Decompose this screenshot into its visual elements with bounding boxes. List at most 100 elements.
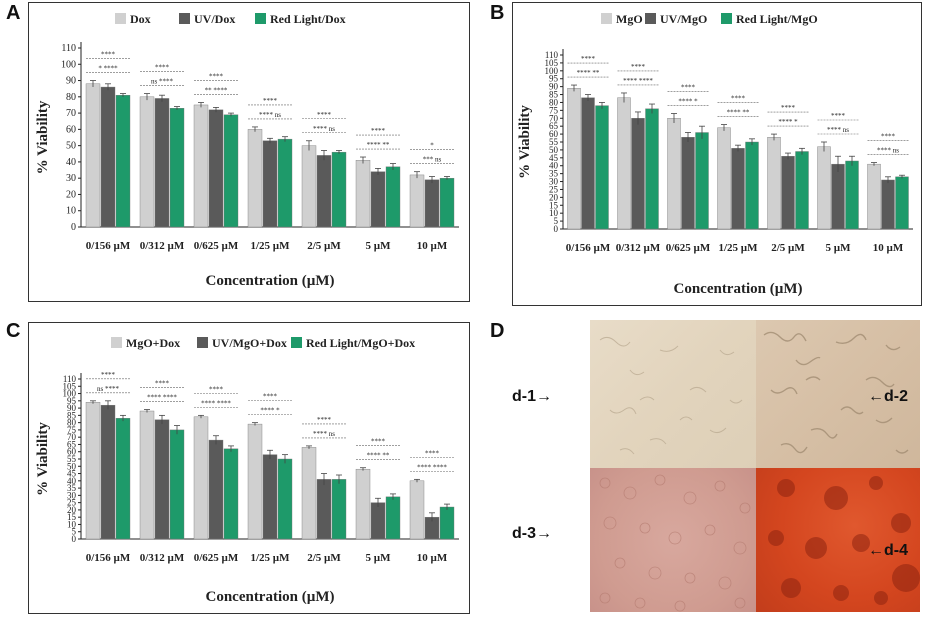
y-tick-label: 35 [67, 483, 77, 493]
y-tick-label: 70 [549, 113, 559, 123]
y-tick-label: 15 [549, 200, 559, 210]
panel-letter-b: B [490, 2, 505, 24]
bar-dox [409, 174, 425, 228]
sig-mark-text: **** [263, 393, 278, 401]
cell-texture-d1 [599, 336, 743, 455]
bar-red-light-dox [439, 177, 455, 228]
x-axis-title: Concentration (µM) [205, 589, 334, 605]
bar-mgo-dox [301, 447, 317, 540]
sig-mark-text: * [430, 142, 434, 150]
sig-mark-text: **** [155, 64, 170, 72]
bar-dox [355, 160, 371, 228]
bar-red-light-dox [277, 138, 293, 228]
sig-mark-text: **** [831, 112, 846, 120]
arrow-right-icon: → [536, 388, 552, 405]
chart-panel-a: Dox UV/Dox Red Light/Dox 0 10 20 30 40 50 60 70 80 9… [28, 2, 470, 302]
bar-red-light-mgo-dox [115, 418, 131, 540]
y-tick-label: 95 [549, 74, 559, 84]
y-tick-label: 5 [72, 527, 77, 537]
sig-mark-text: **** ** [367, 141, 390, 149]
micrograph-d2 [756, 320, 920, 468]
y-tick-label: 50 [66, 141, 76, 152]
x-tick-label: 0/156 µM [86, 552, 131, 564]
micrograph-d1 [590, 320, 756, 468]
bar-uv-dox [154, 98, 170, 228]
chart-a: Dox UV/Dox Red Light/Dox 0 10 20 30 40 50 60 70 80 9… [35, 12, 459, 289]
panel-letter-d: D [490, 320, 505, 342]
sig-mark-text: **** [101, 51, 116, 59]
x-tick-label: 5 µM [366, 552, 392, 564]
sig-mark-text: **** ns [313, 125, 335, 133]
bar-uv-dox [424, 179, 440, 228]
y-tick-label: 100 [61, 59, 76, 70]
sig-mark-text: * **** [98, 65, 118, 73]
bar-dox [193, 104, 209, 228]
legend-label-2: Red Light/Dox [270, 12, 346, 26]
bar-mgo-dox [193, 416, 209, 540]
y-tick-label: 35 [549, 169, 559, 179]
bar-red-light-mgo [595, 105, 609, 230]
bar-uv-mgo [581, 97, 595, 230]
x-tick-label: 1/25 µM [250, 240, 290, 252]
bar-uv-mgo-dox [208, 439, 224, 540]
bar-dox [301, 145, 317, 228]
y-axis-title: % Viability [517, 105, 533, 179]
bar-uv-mgo [881, 179, 895, 230]
y-tick-label: 80 [549, 97, 559, 107]
sig-mark-text: **** **** [623, 77, 653, 85]
legend-swatch-2 [255, 13, 266, 24]
bar-mgo-dox [409, 480, 425, 540]
x-tick-label: 10 µM [417, 240, 448, 252]
x-tick-label: 2/5 µM [771, 242, 805, 254]
sig-mark-text: **** ** [367, 452, 390, 460]
y-tick-label: 0 [72, 534, 77, 544]
sig-mark-text: **** [155, 380, 170, 388]
bar-red-light-dox [169, 108, 185, 228]
x-tick-label: 0/156 µM [566, 242, 611, 254]
sig-mark-text: **** [581, 55, 596, 63]
bar-red-light-mgo-dox [223, 448, 239, 540]
y-tick-label: 20 [66, 189, 76, 200]
bar-red-light-mgo [695, 132, 709, 230]
bar-red-light-mgo [645, 108, 659, 230]
bar-uv-mgo-dox [316, 479, 332, 540]
stain-texture-d4 [768, 476, 920, 605]
y-tick-label: 50 [67, 461, 77, 471]
bar-red-light-dox [223, 114, 239, 228]
y-tick-label: 80 [66, 92, 76, 103]
bar-uv-mgo [681, 137, 695, 230]
chart-panel-c: MgO+Dox UV/MgO+Dox Red Light/MgO+Dox 0 5 10 15… [28, 322, 470, 614]
y-tick-label: 55 [549, 137, 559, 147]
bar-uv-mgo [731, 148, 745, 230]
sig-mark-text: ns **** [97, 385, 119, 393]
y-tick-label: 45 [67, 469, 77, 479]
y-tick-label: 10 [549, 208, 559, 218]
legend-label-1: UV/MgO [660, 12, 707, 26]
y-tick-label: 105 [63, 381, 77, 391]
bar-mgo-dox [139, 410, 155, 540]
y-tick-label: 5 [554, 216, 559, 226]
sig-mark-text: **** [209, 73, 224, 81]
x-tick-label: 0/312 µM [616, 242, 661, 254]
bar-red-light-mgo-dox [439, 506, 455, 540]
y-tick-label: 30 [549, 177, 559, 187]
label-d4-text: d-4 [884, 542, 908, 559]
y-tick-label: 0 [554, 224, 559, 234]
x-axis-title: Concentration (µM) [673, 281, 802, 297]
legend-label-1: UV/Dox [194, 12, 235, 26]
label-d1-text: d-1 [512, 388, 536, 405]
bar-uv-mgo-dox [154, 419, 170, 540]
sig-mark-text: **** [731, 95, 746, 103]
y-tick-label: 45 [549, 153, 559, 163]
x-axis-title: Concentration (µM) [205, 273, 334, 289]
sig-mark-text: *** ns [423, 156, 442, 164]
sig-mark-text: **** * [778, 118, 798, 126]
bar-red-light-mgo [895, 176, 909, 230]
micrograph-d4 [756, 468, 920, 612]
bar-mgo [717, 127, 731, 230]
legend-swatch-1 [645, 13, 656, 24]
label-d2-text: d-2 [884, 388, 908, 405]
x-tick-label: 0/625 µM [666, 242, 711, 254]
y-tick-label: 70 [66, 108, 76, 119]
y-tick-label: 75 [549, 105, 559, 115]
